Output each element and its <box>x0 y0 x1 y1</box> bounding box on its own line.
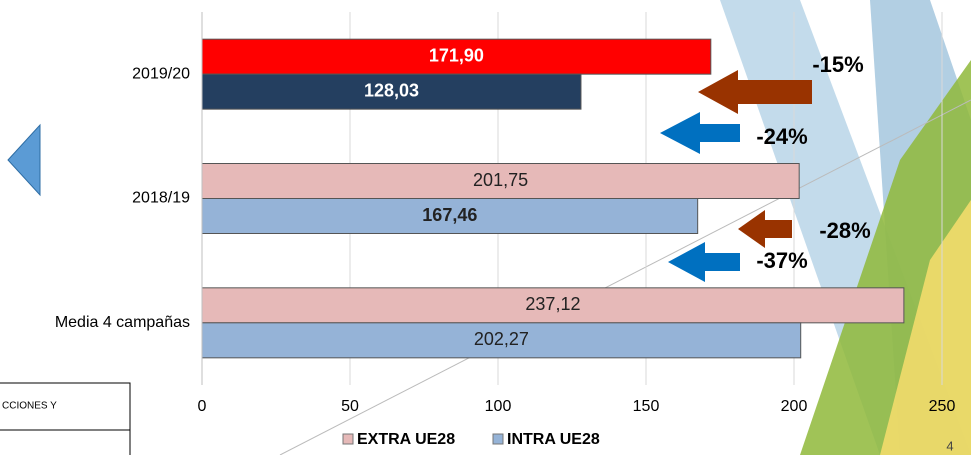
arrow <box>698 70 812 114</box>
page-number: 4 <box>946 438 953 453</box>
value-label: 167,46 <box>422 205 477 225</box>
value-label: 202,27 <box>474 329 529 349</box>
arrow <box>660 112 740 154</box>
x-tick-label: 0 <box>198 398 207 415</box>
legend-label: INTRA UE28 <box>507 431 600 448</box>
y-tick-label: Media 4 campañas <box>55 314 190 331</box>
annotation: -24% <box>756 124 807 149</box>
legend-label: EXTRA UE28 <box>357 431 455 448</box>
bar <box>201 163 800 199</box>
value-label: 237,12 <box>525 294 580 314</box>
x-tick-label: 250 <box>929 398 956 415</box>
legend-swatch <box>342 433 354 445</box>
bar <box>201 38 712 75</box>
x-tick-label: 200 <box>781 398 808 415</box>
plot: 0 50 100 150 200 250 2019/20 171,90 128,03 2018/1… <box>55 12 956 448</box>
value-label: 171,90 <box>429 45 484 65</box>
y-tick-label: 2018/19 <box>132 190 190 207</box>
footer-box <box>0 382 131 455</box>
y-tick-label: 2019/20 <box>132 65 190 82</box>
footer-text: CCIONES Y <box>2 401 57 412</box>
arrow <box>738 210 792 248</box>
annotation: -37% <box>756 248 807 273</box>
bar <box>201 287 905 324</box>
decor-line <box>279 99 971 455</box>
bar <box>201 73 582 110</box>
arrow <box>668 242 740 282</box>
annotation: -28% <box>819 218 870 243</box>
annotation: -15% <box>812 52 863 77</box>
value-label: 201,75 <box>473 170 528 190</box>
legend-swatch <box>492 433 504 445</box>
x-tick-label: 100 <box>485 398 512 415</box>
bar <box>201 198 699 234</box>
decor-arrow <box>7 123 41 197</box>
value-label: 128,03 <box>364 80 419 100</box>
x-tick-label: 150 <box>633 398 660 415</box>
x-tick-label: 50 <box>341 398 359 415</box>
decor-triangle <box>880 200 971 455</box>
